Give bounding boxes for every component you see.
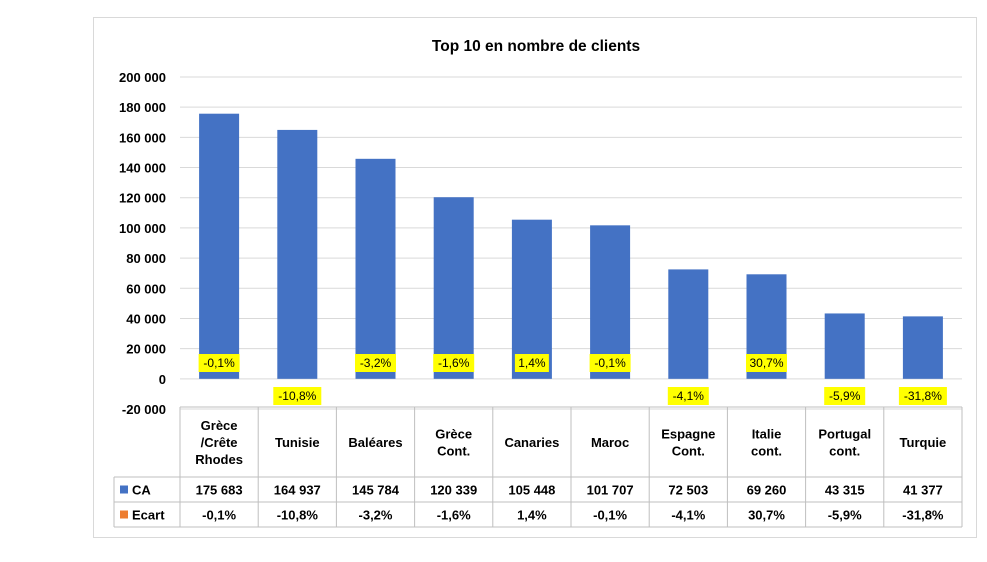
bars [199, 113, 943, 379]
data-label-ecart: -0,1% [203, 356, 235, 370]
table-cell-value: 145 784 [352, 483, 400, 498]
table-cell-value: 164 937 [274, 483, 321, 498]
data-label-highlight [898, 387, 947, 405]
category-label: Rhodes [195, 452, 243, 467]
y-tick-label: 60 000 [126, 281, 166, 296]
table-cell-value: -0,1% [202, 508, 236, 523]
data-label-ecart: -3,2% [360, 356, 392, 370]
table-cell-value: -5,9% [828, 508, 862, 523]
legend-series-name: CA [132, 483, 151, 498]
data-label-ecart: -4,1% [673, 389, 705, 403]
y-tick-label: 120 000 [119, 191, 166, 206]
table-cell-value: 101 707 [587, 483, 634, 498]
category-label: Italie [752, 427, 782, 442]
y-tick-label: 0 [159, 372, 166, 387]
y-tick-label: 40 000 [126, 311, 166, 326]
data-label-ecart: 1,4% [518, 356, 546, 370]
table-cell-value: 120 339 [430, 483, 477, 498]
bar-ca [668, 269, 709, 379]
bar-ca [433, 197, 474, 379]
y-tick-label: 140 000 [119, 161, 166, 176]
table-cell-value: 72 503 [668, 483, 708, 498]
table-cell-value: -4,1% [671, 508, 705, 523]
table-cell-value: -31,8% [902, 508, 944, 523]
category-label: Grèce [201, 418, 238, 433]
table-cell-value: 105 448 [508, 483, 555, 498]
legend-key [120, 510, 128, 519]
table-cell-value: 30,7% [748, 508, 785, 523]
y-tick-label: 160 000 [119, 130, 166, 145]
data-label-highlight [433, 354, 475, 372]
y-tick-label: 100 000 [119, 221, 166, 236]
table-cell-value: -3,2% [359, 508, 393, 523]
data-label-ecart: 30,7% [749, 356, 783, 370]
table-cell-value: 69 260 [747, 483, 787, 498]
chart-title: Top 10 en nombre de clients [432, 38, 640, 55]
category-label: Cont. [437, 444, 470, 459]
data-label-highlight [355, 354, 396, 372]
chart-canvas: Top 10 en nombre de clients -20 000 0 20 0… [113, 38, 963, 528]
bar-ca [511, 219, 552, 379]
category-label: Cont. [672, 444, 705, 459]
bar-ca [902, 316, 943, 379]
y-tick-label: 200 000 [119, 70, 166, 85]
data-table: Grèce/Crête Rhodes Tunisie Baléares Grèce Con… [113, 406, 963, 528]
category-label: Canaries [504, 435, 559, 450]
data-label-ecart: -1,6% [438, 356, 470, 370]
table-cell-value: 175 683 [196, 483, 243, 498]
table-cell-value: -1,6% [437, 508, 471, 523]
category-label: Grèce [435, 427, 472, 442]
data-label-highlight [667, 387, 709, 405]
y-tick-label: 180 000 [119, 100, 166, 115]
legend-series-name: Ecart [132, 508, 165, 523]
data-label-ecart: -5,9% [829, 389, 861, 403]
y-tick-label: 20 000 [126, 342, 166, 357]
bar-ca [199, 113, 240, 379]
bar-ca [277, 129, 318, 379]
category-label: cont. [829, 444, 860, 459]
y-tick-label: -20 000 [122, 402, 166, 417]
table-cell-value: -0,1% [593, 508, 627, 523]
category-label: /Crête [201, 435, 238, 450]
category-label: Baléares [348, 435, 402, 450]
bar-ca [355, 158, 396, 379]
data-label-highlight [589, 354, 631, 372]
legend-key [120, 485, 128, 494]
data-label-highlight [514, 354, 549, 372]
category-label: Portugal [818, 427, 871, 442]
category-label: cont. [751, 444, 782, 459]
data-label-ecart: -0,1% [594, 356, 626, 370]
bar-ca [824, 313, 865, 379]
category-label: Tunisie [275, 435, 320, 450]
data-label-highlight [824, 387, 866, 405]
category-label: Espagne [661, 427, 715, 442]
data-label-ecart: -10,8% [278, 389, 316, 403]
table-cell-value: 1,4% [517, 508, 547, 523]
data-label-ecart: -31,8% [904, 389, 942, 403]
data-label-highlight [273, 387, 322, 405]
category-label: Turquie [900, 435, 947, 450]
chart-frame: Top 10 en nombre de clients -20 000 0 20 0… [93, 17, 977, 538]
data-label-highlight [746, 354, 787, 372]
y-axis-tick-labels: -20 000 0 20 000 40 000 60 000 80 000 100 000 1… [119, 70, 166, 417]
data-labels: -0,1% -10,8% -3,2% -1,6% 1,4% -0,1% -4,1% 30,7%… [198, 354, 947, 405]
table-cell-value: 43 315 [825, 483, 865, 498]
table-cell-value: -10,8% [277, 508, 319, 523]
bar-ca [590, 225, 631, 379]
table-cell-value: 41 377 [903, 483, 943, 498]
data-label-highlight [198, 354, 240, 372]
y-tick-label: 80 000 [126, 251, 166, 266]
category-label: Maroc [591, 435, 629, 450]
